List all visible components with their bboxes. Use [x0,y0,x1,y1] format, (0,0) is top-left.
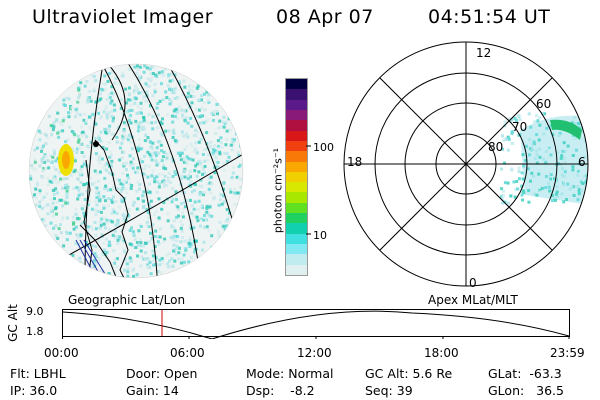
colorbar-tick-100: 100 [313,141,334,154]
time-tick-2359: 23:59 [550,346,585,360]
colorbar-swatch [286,202,307,214]
ip-info: IP: 36.0 [10,383,58,398]
colorbar-swatch [286,254,307,265]
colorbar-swatch [286,233,307,244]
colorbar-swatch [286,223,307,234]
colorbar [285,78,308,276]
filter-info: Flt: LBHL [10,366,66,381]
time-tick-1200: 12:00 [297,346,332,360]
colorbar-swatch [286,79,307,90]
gc-alt-info: GC Alt: 5.6 Re [365,366,453,381]
emission-speckle [29,64,243,278]
door-info: Door: Open [126,366,198,381]
lat-label-70: 70 [512,120,528,134]
colorbar-swatch [286,192,307,203]
polar-emission-region [520,115,588,205]
station-marker [93,141,99,147]
colorbar-unit: photon cm⁻²s⁻¹ [271,147,285,234]
mode-info: Mode: Normal [246,366,334,381]
mlt-label-12: 12 [476,46,492,60]
instrument-title: Ultraviolet Imager [32,6,214,28]
colorbar-swatch [286,109,307,121]
altitude-plot [62,309,570,339]
colorbar-swatch [286,130,307,141]
colorbar-swatch [286,182,307,193]
time-tick-0600: 06:00 [170,346,205,360]
colorbar-swatch [286,140,307,152]
alt-tick-low: 1.8 [26,325,44,338]
colorbar-swatch [286,244,307,255]
lat-label-80: 80 [488,140,504,154]
alt-tick-high: 9.0 [26,305,44,318]
colorbar-swatch [286,264,307,275]
lat-label-60: 60 [536,97,552,111]
colorbar-swatch [286,213,307,224]
colorbar-tick-10: 10 [313,229,327,242]
right-panel-label: Apex MLat/MLT [428,293,518,307]
coastline [79,139,129,278]
colorbar-swatch [286,171,307,183]
colorbar-swatch [286,151,307,162]
mlt-label-6: 6 [578,155,586,169]
seq-info: Seq: 39 [365,383,413,398]
altitude-axis-label: GC Alt [5,304,20,342]
dsp-info: Dsp: -8.2 [246,383,315,398]
glat-info: GLat: -63.3 [488,366,562,381]
date-label: 08 Apr 07 [276,6,374,28]
colorbar-swatch [286,99,307,110]
mlt-label-0: 0 [469,276,477,290]
mlt-label-18: 18 [347,155,363,169]
glon-info: GLon: 36.5 [488,383,564,398]
time-tick-0000: 00:00 [44,346,79,360]
time-tick-1800: 18:00 [424,346,459,360]
altitude-curve [62,310,570,339]
left-panel-label: Geographic Lat/Lon [68,293,186,307]
gain-info: Gain: 14 [126,383,179,398]
polar-grid [343,41,589,287]
colorbar-swatch [286,161,307,172]
colorbar-swatch [286,89,307,100]
colorbar-ticks [306,145,311,235]
colorbar-swatch [286,120,307,131]
time-label: 04:51:54 UT [428,6,551,28]
